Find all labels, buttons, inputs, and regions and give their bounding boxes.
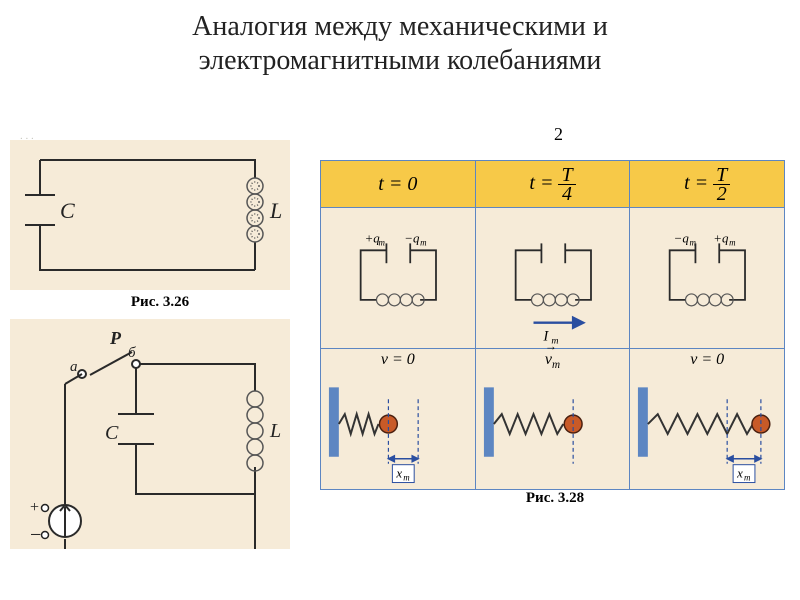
label-C: C [60, 198, 75, 223]
spring-label-v0b: v = 0 [630, 351, 784, 369]
figure-3-26-caption: Рис. 3.26 [10, 294, 310, 311]
label-L: L [269, 198, 282, 223]
lc-circuit-svg: C L [10, 140, 290, 290]
svg-text:m: m [403, 473, 410, 483]
spring-label-vm: vm [476, 351, 630, 369]
svg-text:+q: +q [714, 231, 730, 245]
title-line-1: Аналогия между механическими и [192, 11, 608, 42]
figure-3-26: C L [10, 140, 290, 290]
circuit-cell-tT2: −qm +qm [630, 208, 785, 349]
spring-cell-t0: v = 0 [321, 349, 476, 490]
lc-phase-svg: +qm −qm [321, 228, 475, 348]
header-row: t = 0 t = T4 t = T2 [321, 161, 785, 208]
page-title: Аналогия между механическими и электрома… [0, 10, 800, 77]
spring-cell-tT2: v = 0 [630, 349, 785, 490]
left-column: C L Рис. 3.26 [10, 140, 310, 548]
svg-text:m: m [378, 237, 385, 247]
spring-row: v = 0 [321, 349, 785, 490]
label-a: а [70, 359, 78, 375]
figure-3-28-caption: Рис. 3.28 [320, 490, 790, 507]
label-plus: + [30, 499, 39, 516]
label-P: P [109, 328, 122, 348]
oscillation-table: t = 0 t = T4 t = T2 +qm −qm [320, 160, 790, 507]
title-line-2: электромагнитными колебаниями [199, 45, 602, 76]
label-L2: L [269, 420, 281, 442]
right-column: 2 t = 0 t = T4 t = T2 +qm −qm [320, 130, 790, 477]
lc-phase-svg: I m [476, 228, 630, 348]
svg-text:m: m [420, 237, 427, 247]
lc-phase-svg: −qm +qm [630, 228, 784, 348]
svg-text:−q: −q [404, 231, 420, 245]
svg-text:−q: −q [674, 231, 690, 245]
svg-text:x: x [395, 467, 402, 481]
svg-text:m: m [729, 237, 736, 247]
svg-text:x: x [736, 467, 743, 481]
spring-label-v0: v = 0 [321, 351, 475, 369]
charging-circuit-svg: P а б C [10, 319, 290, 549]
circuit-cell-tT4: I m [475, 208, 630, 349]
table-top-number: 2 [554, 124, 563, 145]
circuit-row: +qm −qm [321, 208, 785, 349]
spring-phase-svg: x m [321, 369, 475, 489]
spring-cell-tT4: vm [475, 349, 630, 490]
spring-phase-svg [476, 369, 630, 489]
circuit-cell-t0: +qm −qm [321, 208, 476, 349]
header-cell-t0: t = 0 [321, 161, 476, 208]
label-minus: − [30, 524, 41, 546]
figure-3-27: P а б C [10, 319, 290, 549]
spring-phase-svg: x m [630, 369, 784, 489]
label-C2: C [105, 422, 119, 444]
slide: Аналогия между механическими и электрома… [0, 0, 800, 600]
svg-text:m: m [744, 473, 751, 483]
header-cell-tT4: t = T4 [475, 161, 630, 208]
header-cell-tT2: t = T2 [630, 161, 785, 208]
